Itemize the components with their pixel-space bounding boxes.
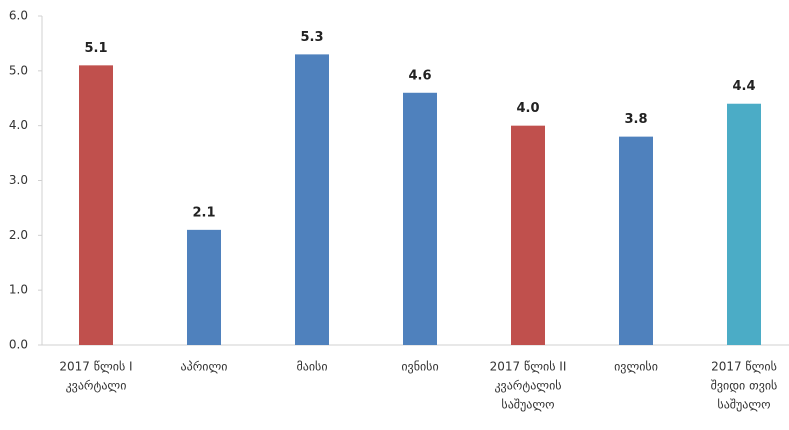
- x-tick-label: 2017 წლის II: [490, 360, 567, 374]
- bar: [619, 136, 653, 345]
- bar: [511, 125, 545, 346]
- x-tick-label: შვიდი თვის: [711, 379, 778, 393]
- bar: [403, 92, 437, 346]
- y-tick-label: 1.0: [9, 283, 28, 297]
- x-tick-label: ივნისი: [401, 360, 438, 374]
- x-tick-label: კვარტალის: [494, 379, 561, 393]
- value-label: 4.0: [516, 101, 539, 116]
- y-tick-label: 3.0: [9, 173, 28, 187]
- bar: [187, 229, 221, 345]
- value-label: 5.1: [84, 41, 107, 56]
- value-label: 2.1: [192, 205, 215, 220]
- x-tick-label: მაისი: [296, 360, 327, 374]
- x-tick-label: აპრილი: [181, 360, 228, 374]
- x-tick-label: საშუალო: [501, 398, 554, 412]
- x-tick-label: კვარტალი: [66, 379, 127, 393]
- value-label: 4.6: [408, 68, 431, 83]
- x-tick-label: საშუალო: [717, 398, 770, 412]
- y-tick-label: 4.0: [9, 118, 28, 132]
- value-label: 3.8: [624, 112, 647, 127]
- bar: [727, 103, 761, 345]
- x-tick-label: 2017 წლის I: [59, 360, 132, 374]
- bar: [295, 54, 329, 346]
- y-tick-label: 6.0: [9, 9, 28, 23]
- y-tick-label: 0.0: [9, 338, 28, 352]
- value-label: 5.3: [300, 30, 323, 45]
- bar: [79, 65, 113, 345]
- x-tick-label: ივლისი: [614, 360, 658, 374]
- value-label: 4.4: [732, 79, 755, 94]
- y-tick-label: 5.0: [9, 63, 28, 77]
- y-tick-label: 2.0: [9, 228, 28, 242]
- x-tick-label: 2017 წლის: [711, 360, 777, 374]
